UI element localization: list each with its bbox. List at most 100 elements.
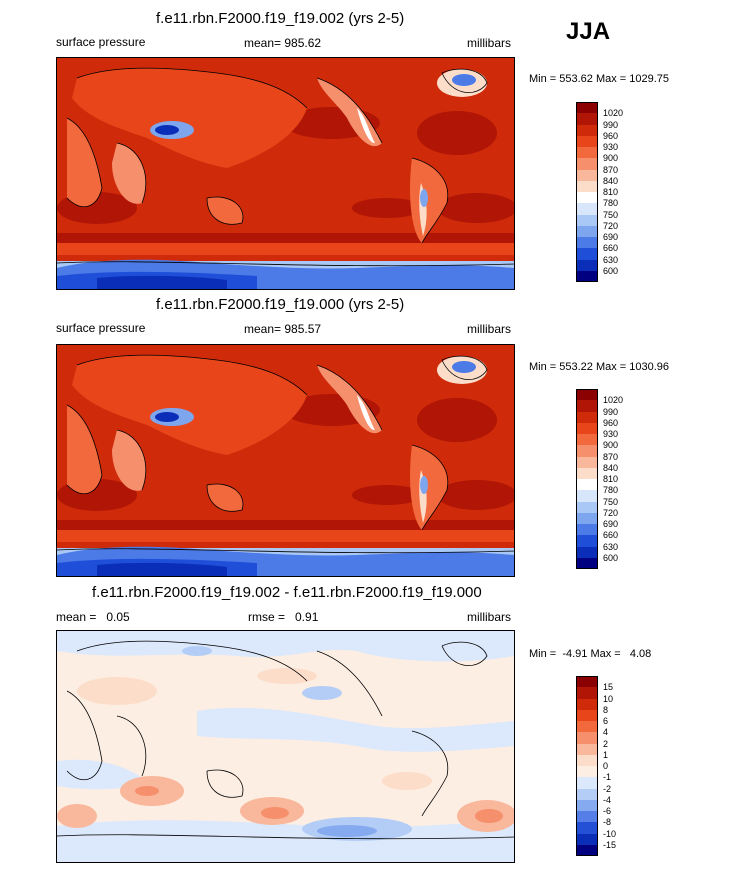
panel-2-colorbar: 1020 990 960 930 900 870 840 810 780 750 720 690 660… (576, 389, 636, 571)
panel-1-map (56, 57, 515, 290)
colorbar-swatch (576, 709, 598, 721)
panel-2-minmax: Min = 553.22 Max = 1030.96 (529, 361, 670, 373)
colorbar-tick-label: 660 (603, 530, 619, 541)
colorbar-swatch (576, 687, 598, 699)
colorbar-tick-label: 4 (603, 727, 609, 738)
colorbar-swatch (576, 158, 598, 170)
colorbar-swatch (576, 822, 598, 834)
colorbar-swatch (576, 270, 598, 282)
colorbar-swatch (576, 788, 598, 800)
colorbar-swatch (576, 698, 598, 710)
colorbar-swatch (576, 400, 598, 412)
colorbar-tick-label: 600 (603, 265, 619, 276)
colorbar-swatch (576, 490, 598, 502)
colorbar-tick-label: 750 (603, 496, 619, 507)
colorbar-tick-label: 810 (603, 474, 619, 484)
colorbar-tick-label: 1 (603, 749, 609, 760)
colorbar-tick-label: 750 (603, 209, 619, 220)
colorbar-tick-label: 630 (603, 254, 619, 265)
panel-3-minmax: Min = -4.91 Max = 4.08 (529, 648, 652, 660)
colorbar-tick-label: 0 (603, 761, 609, 771)
panel-3-rmse-label: rmse = 0.91 (248, 610, 319, 624)
colorbar-tick-label: 900 (603, 440, 619, 451)
panel-3-difference-field (57, 631, 514, 862)
colorbar-tick-label: 690 (603, 232, 619, 242)
panel-3-mean-label: mean = 0.05 (56, 610, 130, 624)
panel-1-pressure-field (57, 58, 514, 289)
colorbar-tick-label: 840 (603, 462, 619, 473)
colorbar-tick-label: -1 (603, 772, 612, 783)
colorbar-swatch (576, 512, 598, 524)
colorbar-swatch (576, 147, 598, 159)
panel-3-map (56, 630, 515, 863)
colorbar-tick-label: 870 (603, 164, 619, 175)
colorbar-swatch (576, 259, 598, 271)
panel-1-variable-label: surface pressure (56, 35, 146, 49)
colorbar-tick-label: 810 (603, 187, 619, 197)
colorbar-swatch (576, 467, 598, 479)
colorbar-swatch (576, 113, 598, 125)
colorbar-tick-label: 960 (603, 130, 619, 141)
colorbar-tick-label: 2 (603, 738, 609, 749)
colorbar-tick-label: -6 (603, 806, 612, 816)
colorbar-swatch (576, 557, 598, 569)
colorbar-swatch (576, 248, 598, 260)
colorbar-swatch (576, 169, 598, 181)
panel-2-title: f.e11.rbn.F2000.f19_f19.000 (yrs 2-5) (156, 296, 405, 313)
colorbar-swatch (576, 422, 598, 434)
colorbar-swatch (576, 844, 598, 856)
colorbar-tick-label: 930 (603, 142, 619, 152)
panel-2-map (56, 344, 515, 577)
colorbar-tick-label: -15 (603, 839, 617, 850)
colorbar-swatch (576, 214, 598, 226)
colorbar-swatch (576, 225, 598, 237)
panel-1-minmax: Min = 553.62 Max = 1029.75 (529, 73, 670, 85)
colorbar-swatch (576, 676, 598, 688)
colorbar-swatch (576, 535, 598, 547)
colorbar-swatch (576, 524, 598, 536)
colorbar-swatch (576, 766, 598, 778)
colorbar-tick-label: 990 (603, 119, 619, 130)
colorbar-tick-label: 780 (603, 198, 619, 209)
colorbar-swatch (576, 434, 598, 446)
colorbar-tick-label: -8 (603, 817, 612, 828)
colorbar-tick-label: 960 (603, 417, 619, 428)
colorbar-swatch (576, 389, 598, 401)
colorbar-tick-label: -2 (603, 783, 612, 794)
colorbar-swatch (576, 456, 598, 468)
colorbar-tick-label: 720 (603, 507, 619, 518)
panel-2-variable-label: surface pressure (56, 321, 146, 335)
colorbar-tick-label: 840 (603, 175, 619, 186)
colorbar-tick-label: 8 (603, 704, 609, 715)
colorbar-swatch (576, 732, 598, 744)
colorbar-swatch (576, 546, 598, 558)
colorbar-tick-label: 1020 (603, 108, 624, 119)
panel-2-units-label: millibars (467, 322, 512, 336)
season-label: JJA (566, 18, 611, 45)
colorbar-tick-label: 780 (603, 485, 619, 496)
colorbar-tick-label: 720 (603, 220, 619, 231)
colorbar-swatch (576, 799, 598, 811)
colorbar-swatch (576, 124, 598, 136)
panel-2-pressure-field (57, 345, 514, 576)
colorbar-swatch (576, 501, 598, 513)
colorbar-tick-label: -4 (603, 794, 612, 805)
colorbar-tick-label: 6 (603, 716, 609, 726)
colorbar-swatch (576, 135, 598, 147)
colorbar-swatch (576, 479, 598, 491)
panel-3-title: f.e11.rbn.F2000.f19_f19.002 - f.e11.rbn.… (92, 584, 482, 601)
colorbar-swatch (576, 102, 598, 114)
colorbar-swatch (576, 721, 598, 733)
colorbar-tick-label: 600 (603, 552, 619, 563)
panel-1-units-label: millibars (467, 36, 512, 50)
colorbar-tick-label: 630 (603, 541, 619, 552)
colorbar-tick-label: 15 (603, 682, 614, 693)
panel-3-units-label: millibars (467, 610, 512, 624)
colorbar-tick-label: -10 (603, 828, 617, 839)
panel-1-colorbar: 1020 990 960 930 900 870 840 810 780 750 720 690 660… (576, 102, 636, 284)
colorbar-tick-label: 660 (603, 243, 619, 254)
colorbar-tick-label: 10 (603, 693, 614, 704)
colorbar-swatch (576, 445, 598, 457)
colorbar-swatch (576, 811, 598, 823)
panel-2-mean-label: mean= 985.57 (244, 322, 322, 336)
